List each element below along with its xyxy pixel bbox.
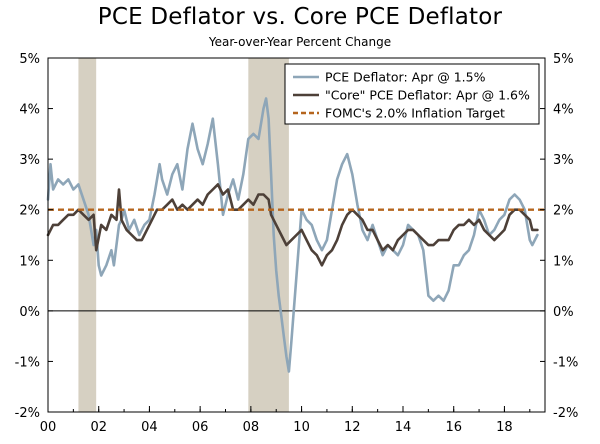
x-tick-label: 06	[192, 420, 209, 435]
chart-subtitle: Year-over-Year Percent Change	[208, 35, 392, 49]
legend-label-target: FOMC's 2.0% Inflation Target	[325, 106, 505, 121]
x-tick-label: 10	[293, 420, 310, 435]
y-tick-label-left: 0%	[19, 305, 40, 320]
y-tick-label-right: 0%	[553, 305, 574, 320]
y-tick-label-right: -2%	[553, 406, 578, 421]
y-tick-label-left: -2%	[15, 406, 40, 421]
x-tick-label: 00	[40, 420, 57, 435]
y-tick-label-left: -1%	[15, 355, 40, 370]
y-tick-label-right: 2%	[553, 204, 574, 219]
y-tick-label-right: 5%	[553, 52, 574, 67]
plot-frame	[47, 57, 546, 413]
y-tick-label-left: 2%	[19, 204, 40, 219]
y-tick-label-right: 4%	[553, 103, 574, 118]
x-tick-label: 16	[445, 420, 462, 435]
y-tick-label-right: 3%	[553, 153, 574, 168]
y-tick-label-left: 3%	[19, 153, 40, 168]
chart-title: PCE Deflator vs. Core PCE Deflator	[97, 4, 503, 30]
recession-band	[78, 58, 97, 412]
legend-box	[284, 63, 540, 125]
legend-label-pce: PCE Deflator: Apr @ 1.5%	[325, 70, 486, 85]
legend-label-core: "Core" PCE Deflator: Apr @ 1.6%	[325, 88, 530, 103]
x-tick-label: 14	[395, 420, 412, 435]
y-tick-label-right: -1%	[553, 355, 578, 370]
x-tick-label: 12	[344, 420, 361, 435]
recession-shading	[78, 58, 289, 412]
axis-ticks: -2% -2% -1% -1% 0% 0% 1% 1% 2% 2% 3% 3% 4% 4% 5% 5% 00 02…	[15, 52, 579, 435]
y-tick-label-left: 1%	[19, 254, 40, 269]
core-pce-deflator-line	[46, 183, 539, 267]
x-tick-label: 18	[496, 420, 513, 435]
y-tick-label-left: 4%	[19, 103, 40, 118]
series-lines	[46, 97, 545, 373]
x-tick-label: 02	[90, 420, 107, 435]
x-tick-label: 04	[141, 420, 158, 435]
x-tick-label: 08	[243, 420, 260, 435]
pce-deflator-line	[46, 97, 539, 373]
legend: PCE Deflator: Apr @ 1.5% "Core" PCE Defla…	[284, 63, 540, 125]
y-tick-label-right: 1%	[553, 254, 574, 269]
y-tick-label-left: 5%	[19, 52, 40, 67]
